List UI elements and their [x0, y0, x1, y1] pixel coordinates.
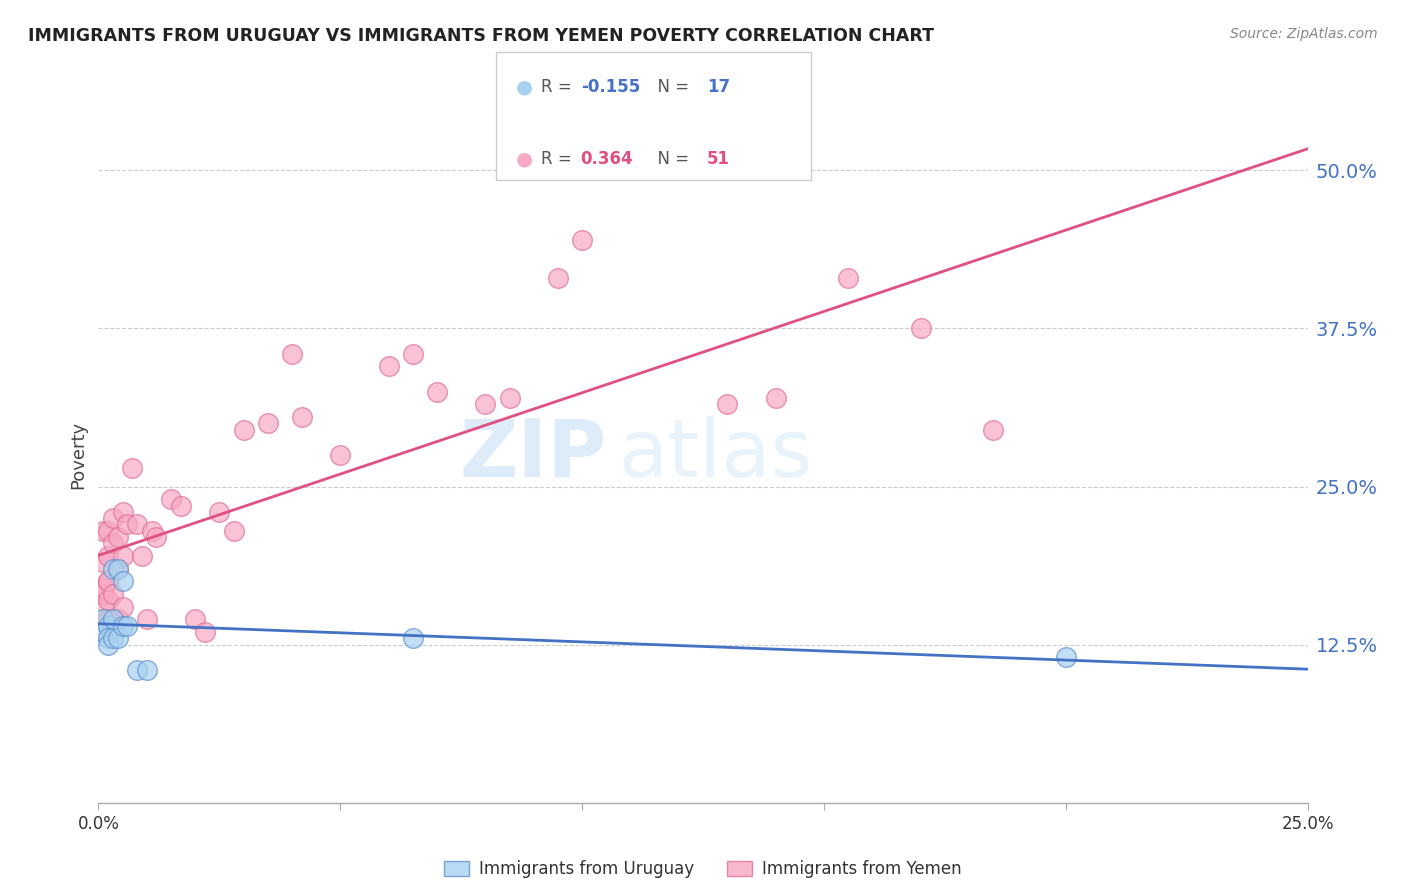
Point — [107, 562, 129, 576]
Point — [107, 562, 129, 576]
Point — [1054, 650, 1077, 665]
Point — [91, 524, 114, 538]
Point — [91, 581, 114, 595]
Text: IMMIGRANTS FROM URUGUAY VS IMMIGRANTS FROM YEMEN POVERTY CORRELATION CHART: IMMIGRANTS FROM URUGUAY VS IMMIGRANTS FR… — [28, 27, 934, 45]
Text: ZIP: ZIP — [458, 416, 606, 494]
Point — [101, 536, 124, 550]
Point — [256, 417, 278, 431]
Point — [121, 460, 143, 475]
Point — [194, 625, 217, 640]
Point — [837, 270, 859, 285]
Text: 0.364: 0.364 — [581, 150, 633, 168]
Point — [97, 612, 120, 626]
Point — [111, 618, 134, 632]
Point — [160, 492, 183, 507]
Point — [184, 612, 207, 626]
Point — [101, 511, 124, 525]
Point — [111, 574, 134, 589]
Point — [169, 499, 191, 513]
Point — [498, 391, 520, 405]
Point — [91, 587, 114, 601]
Point — [377, 359, 399, 374]
Point — [97, 549, 120, 563]
Point — [107, 632, 129, 646]
Text: R =: R = — [541, 78, 578, 96]
Text: ●: ● — [516, 149, 533, 169]
Point — [547, 270, 569, 285]
Point — [426, 384, 449, 399]
Point — [402, 632, 425, 646]
Point — [101, 612, 124, 626]
Point — [329, 448, 352, 462]
Point — [91, 556, 114, 570]
Text: ●: ● — [516, 78, 533, 97]
Point — [232, 423, 254, 437]
Point — [107, 612, 129, 626]
Point — [101, 562, 124, 576]
Point — [910, 321, 932, 335]
Text: R =: R = — [541, 150, 578, 168]
Point — [97, 632, 120, 646]
Point — [91, 625, 114, 640]
Point — [765, 391, 787, 405]
Point — [474, 397, 496, 411]
Point — [97, 574, 120, 589]
Point — [281, 347, 304, 361]
Point — [97, 618, 120, 632]
Text: 17: 17 — [707, 78, 730, 96]
Text: 51: 51 — [707, 150, 730, 168]
Point — [97, 574, 120, 589]
Point — [127, 517, 149, 532]
Point — [101, 587, 124, 601]
Point — [111, 549, 134, 563]
Point — [107, 530, 129, 544]
Point — [117, 517, 139, 532]
Point — [97, 593, 120, 607]
Text: N =: N = — [647, 150, 695, 168]
Point — [571, 233, 593, 247]
Point — [135, 663, 157, 677]
Point — [208, 505, 231, 519]
Text: -0.155: -0.155 — [581, 78, 640, 96]
Point — [290, 409, 312, 424]
Point — [402, 347, 425, 361]
Point — [141, 524, 163, 538]
Text: atlas: atlas — [619, 416, 813, 494]
Point — [222, 524, 245, 538]
Point — [981, 423, 1004, 437]
Point — [111, 599, 134, 614]
Text: Source: ZipAtlas.com: Source: ZipAtlas.com — [1230, 27, 1378, 41]
Point — [101, 612, 124, 626]
Text: N =: N = — [647, 78, 695, 96]
Point — [111, 505, 134, 519]
Point — [97, 524, 120, 538]
Point — [127, 663, 149, 677]
Point — [97, 638, 120, 652]
Y-axis label: Poverty: Poverty — [69, 421, 87, 489]
Point — [101, 632, 124, 646]
Point — [716, 397, 738, 411]
Point — [117, 618, 139, 632]
Legend: Immigrants from Uruguay, Immigrants from Yemen: Immigrants from Uruguay, Immigrants from… — [437, 854, 969, 885]
Point — [91, 612, 114, 626]
Point — [145, 530, 167, 544]
Point — [135, 612, 157, 626]
Point — [131, 549, 153, 563]
Point — [91, 599, 114, 614]
